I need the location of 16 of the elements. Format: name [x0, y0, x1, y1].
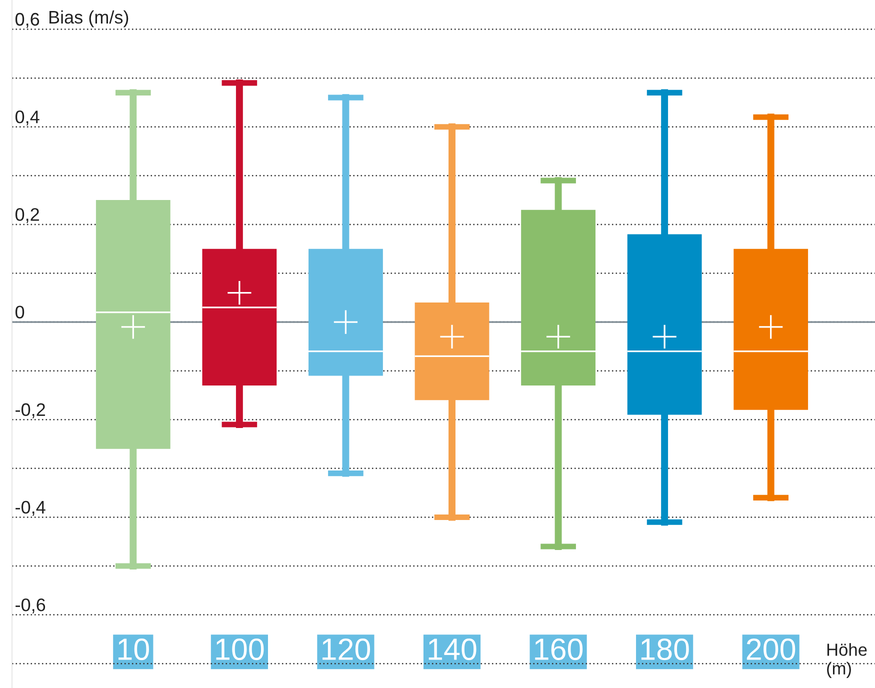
x-tick-label: 10: [118, 638, 149, 660]
x-tick-label: 100: [216, 638, 264, 660]
y-tick-label: -0,2: [16, 403, 45, 418]
y-tick-label: -0,4: [16, 500, 46, 516]
y-tick-label: 0,6: [15, 12, 40, 28]
y-tick-label: 0,2: [15, 208, 39, 224]
x-axis-title: Höhe (m): [827, 643, 867, 678]
x-tick-label: 160: [535, 638, 583, 660]
x-tick-label: 180: [641, 638, 689, 660]
x-tick-label: 200: [746, 638, 796, 660]
x-tick-label: 140: [428, 638, 476, 660]
y-tick-label: 0: [15, 306, 24, 318]
y-axis-title: Bias (m/s): [49, 10, 128, 28]
y-tick-label: 0,4: [15, 110, 40, 126]
x-tick-label: 120: [322, 638, 370, 660]
y-tick-label: -0,6: [16, 598, 46, 614]
